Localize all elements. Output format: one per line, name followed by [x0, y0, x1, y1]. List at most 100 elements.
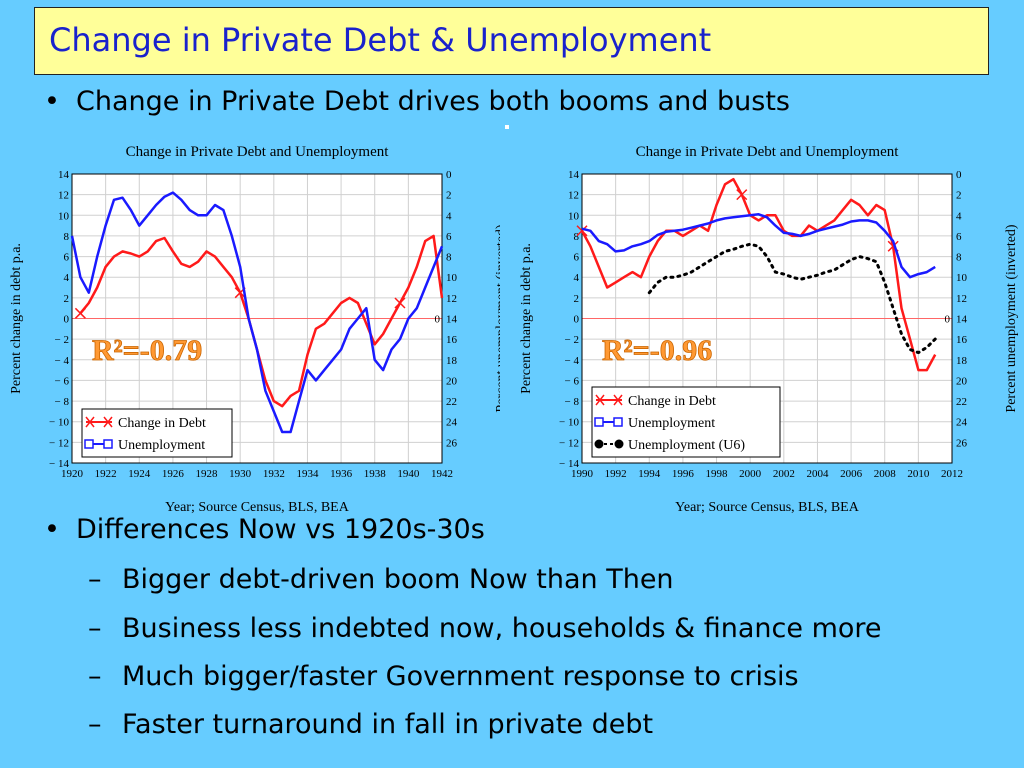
y2-tick-label: 6	[446, 231, 452, 243]
title-box: Change in Private Debt & Unemployment	[34, 7, 989, 75]
bullet-text: Change in Private Debt drives both booms…	[76, 86, 790, 117]
y2-tick-label: 8	[956, 252, 962, 264]
r-squared-annotation: R²=-0.96	[602, 334, 712, 367]
y-axis-label: Percent change in debt p.a.	[519, 243, 534, 394]
y-tick-label: 6	[64, 252, 70, 264]
x-tick-label: 1924	[128, 468, 151, 480]
legend-box	[81, 408, 233, 458]
legend-label: Change in Debt	[118, 416, 206, 431]
y-tick-label: 0	[574, 314, 580, 326]
dash-icon: –	[88, 661, 102, 692]
chart-1920s: Change in Private Debt and Unemployment 1…	[9, 144, 500, 515]
y-tick-label: 6	[574, 252, 580, 264]
y2-axis-label: Percent unemployment (inverted)	[1004, 224, 1019, 412]
y-tick-label: 12	[58, 190, 69, 202]
y-tick-label: − 14	[49, 458, 69, 470]
x-tick-label: 2010	[907, 468, 930, 480]
y-tick-label: 2	[64, 293, 70, 305]
y-tick-label: − 4	[55, 355, 70, 367]
y-tick-label: 14	[58, 169, 70, 181]
dash-icon: –	[88, 613, 102, 644]
r-squared-annotation: R²=-0.79	[92, 334, 202, 367]
y2-zero-label: 0	[945, 314, 951, 326]
legend-marker	[103, 439, 113, 449]
y-tick-label: − 2	[565, 334, 579, 346]
y2-zero-label: 0	[435, 314, 441, 326]
x-tick-label: 1930	[229, 468, 252, 480]
x-tick-label: 1922	[95, 468, 117, 480]
legend-box	[591, 386, 781, 458]
chart-1990s: Change in Private Debt and Unemployment 1…	[519, 144, 1019, 515]
y-tick-label: 14	[568, 169, 580, 181]
y2-tick-label: 16	[446, 334, 458, 346]
plot-border	[581, 173, 953, 464]
y2-tick-label: 0	[956, 169, 962, 181]
series-marker	[576, 225, 588, 237]
y-tick-label: 4	[574, 272, 580, 284]
chart-title: Change in Private Debt and Unemployment	[636, 144, 900, 160]
sub-bullet-text: Business less indebted now, households &…	[122, 613, 882, 644]
sub-bullet-text: Much bigger/faster Government response t…	[122, 661, 799, 692]
y-tick-label: − 2	[55, 334, 69, 346]
y-tick-label: − 6	[565, 375, 580, 387]
legend-label: Unemployment	[628, 416, 715, 431]
y2-tick-label: 14	[446, 314, 458, 326]
sub-bullet-text: Faster turnaround in fall in private deb…	[122, 709, 654, 740]
plot-border	[71, 173, 443, 464]
x-tick-label: 1998	[706, 468, 729, 480]
y2-tick-label: 4	[446, 210, 452, 222]
y-tick-label: − 8	[55, 396, 70, 408]
x-axis-label: Year; Source Census, BLS, BEA	[675, 500, 860, 515]
x-tick-label: 2002	[773, 468, 795, 480]
y2-tick-label: 22	[446, 396, 457, 408]
y2-tick-label: 18	[956, 355, 968, 367]
x-tick-label: 2000	[739, 468, 762, 480]
y2-tick-label: 16	[956, 334, 968, 346]
decorative-mark	[505, 125, 509, 129]
y2-tick-label: 26	[446, 437, 458, 449]
x-tick-label: 2008	[874, 468, 897, 480]
x-tick-label: 1934	[296, 468, 319, 480]
x-tick-label: 1990	[571, 468, 594, 480]
sub-bullet-text: Bigger debt-driven boom Now than Then	[122, 564, 674, 595]
y-tick-label: 2	[574, 293, 580, 305]
y2-tick-label: 20	[956, 375, 968, 387]
series-marker	[74, 307, 86, 319]
y2-tick-label: 22	[956, 396, 967, 408]
y-tick-label: − 12	[559, 437, 579, 449]
y2-tick-label: 4	[956, 210, 962, 222]
y-tick-label: 8	[574, 231, 580, 243]
legend-label: Unemployment (U6)	[628, 438, 745, 453]
y2-tick-label: 14	[956, 314, 968, 326]
y2-tick-label: 2	[956, 190, 962, 202]
legend-marker	[595, 394, 623, 406]
x-tick-label: 1938	[364, 468, 387, 480]
chart-title: Change in Private Debt and Unemployment	[126, 144, 390, 160]
x-tick-label: 1992	[605, 468, 627, 480]
y2-tick-label: 20	[446, 375, 458, 387]
y2-tick-label: 26	[956, 437, 968, 449]
legend-marker	[613, 417, 623, 427]
legend-label: Unemployment	[118, 438, 205, 453]
x-tick-label: 1926	[162, 468, 185, 480]
dash-icon: –	[88, 709, 102, 740]
y2-tick-label: 24	[956, 417, 968, 429]
dash-icon: –	[88, 564, 102, 595]
legend-marker	[84, 439, 94, 449]
y2-tick-label: 0	[446, 169, 452, 181]
y-tick-label: 10	[568, 210, 580, 222]
series-line-1	[70, 191, 444, 434]
y-tick-label: 4	[64, 272, 70, 284]
y2-tick-label: 6	[956, 231, 962, 243]
y-axis-label: Percent change in debt p.a.	[9, 243, 24, 394]
y2-tick-label: 18	[446, 355, 458, 367]
legend-marker	[85, 416, 113, 428]
x-tick-label: 2006	[840, 468, 863, 480]
bullet-text: Differences Now vs 1920s-30s	[76, 514, 485, 545]
legend-marker	[614, 439, 624, 449]
x-axis-label: Year; Source Census, BLS, BEA	[165, 500, 350, 515]
x-tick-label: 1928	[196, 468, 219, 480]
legend-marker	[594, 417, 604, 427]
y-tick-label: − 10	[49, 417, 69, 429]
y-tick-label: 8	[64, 231, 70, 243]
